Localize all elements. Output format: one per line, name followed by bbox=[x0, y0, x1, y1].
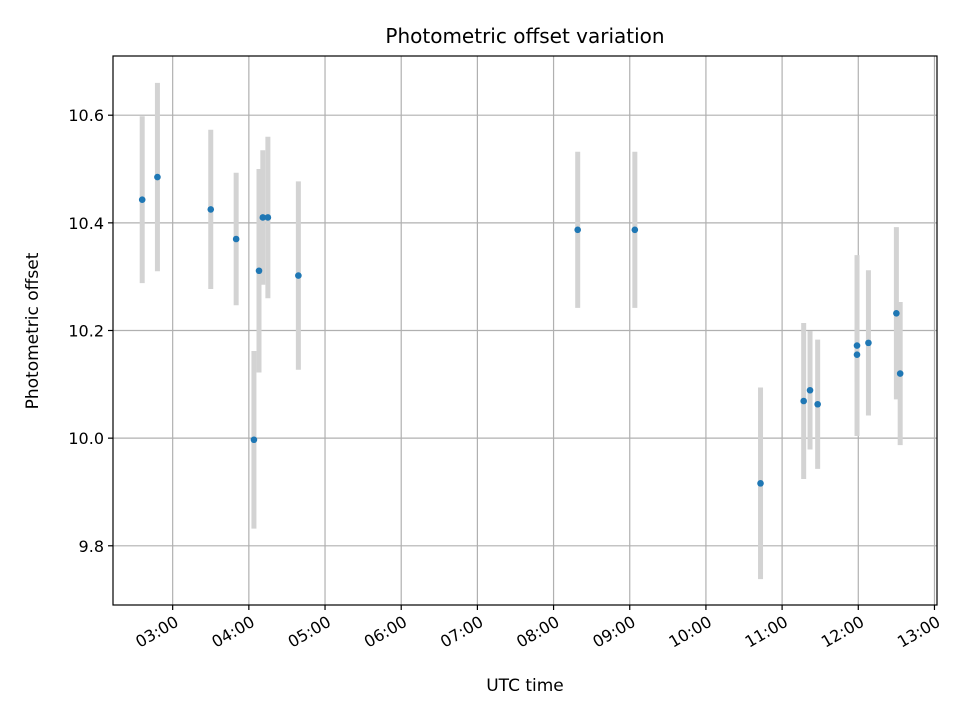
data-point bbox=[853, 351, 861, 359]
point-layer bbox=[138, 173, 904, 487]
data-point bbox=[757, 480, 764, 487]
data-point bbox=[295, 272, 302, 279]
x-tick-label: 03:00 bbox=[132, 612, 181, 652]
chart-title: Photometric offset variation bbox=[385, 24, 664, 48]
y-tick-label: 9.8 bbox=[79, 537, 104, 556]
data-point bbox=[259, 214, 267, 221]
x-tick-label: 13:00 bbox=[894, 612, 943, 652]
y-tick-label: 10.0 bbox=[68, 429, 104, 448]
y-tick-label: 10.4 bbox=[68, 214, 104, 233]
x-tick-label: 04:00 bbox=[208, 612, 257, 652]
grid-layer bbox=[113, 56, 937, 605]
y-tick-label: 10.6 bbox=[68, 106, 104, 125]
y-tick-label: 10.2 bbox=[68, 322, 104, 341]
data-point bbox=[814, 400, 821, 408]
x-tick-label: 12:00 bbox=[818, 612, 867, 652]
data-point bbox=[853, 342, 861, 349]
data-point bbox=[893, 309, 900, 317]
y-axis-label: Photometric offset bbox=[23, 252, 43, 409]
x-axis-label: UTC time bbox=[486, 676, 564, 696]
data-point bbox=[207, 206, 215, 213]
data-point bbox=[138, 196, 146, 204]
x-tick-label: 06:00 bbox=[361, 612, 410, 652]
data-point bbox=[232, 235, 240, 243]
x-tick-label: 08:00 bbox=[513, 612, 562, 652]
x-tick-label: 09:00 bbox=[589, 612, 638, 652]
data-point bbox=[250, 436, 258, 444]
data-point bbox=[255, 267, 263, 275]
x-tick-label: 11:00 bbox=[742, 612, 791, 652]
data-point bbox=[574, 226, 581, 234]
data-point bbox=[806, 386, 814, 394]
x-tick-label: 05:00 bbox=[285, 612, 334, 652]
x-tick-label: 07:00 bbox=[437, 612, 486, 652]
x-axis-ticks: 03:00 04:00 05:00 06:00 07:00 08:00 09:00 10:00… bbox=[132, 605, 943, 652]
data-point bbox=[865, 339, 872, 347]
data-point bbox=[631, 226, 639, 234]
data-point bbox=[264, 214, 272, 221]
x-tick-label: 10:00 bbox=[665, 612, 714, 652]
data-point bbox=[896, 370, 904, 377]
data-point bbox=[800, 397, 807, 405]
y-axis-ticks: 9.8 10.0 10.2 10.4 10.6 bbox=[68, 106, 113, 556]
data-point bbox=[154, 173, 161, 181]
